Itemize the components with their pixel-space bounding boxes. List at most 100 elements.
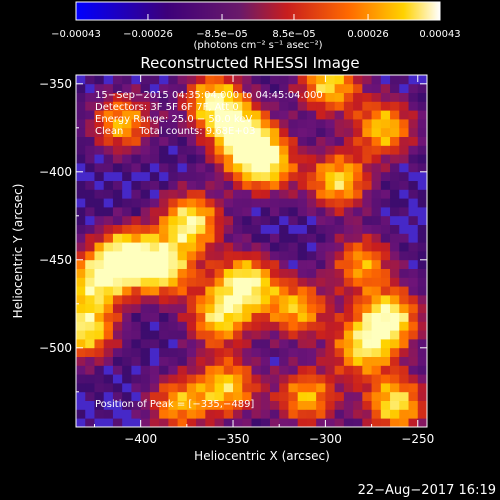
- heatmap-cell: [269, 391, 280, 401]
- heatmap-cell: [279, 154, 289, 164]
- heatmap-cell: [390, 418, 400, 427]
- heatmap-cell: [306, 215, 317, 225]
- heatmap-cell: [343, 259, 354, 269]
- heatmap-cell: [85, 101, 95, 111]
- heatmap-cell: [186, 277, 197, 287]
- heatmap-cell: [94, 198, 105, 208]
- heatmap-cell: [269, 163, 280, 173]
- heatmap-cell: [353, 330, 363, 340]
- heatmap-cell: [316, 136, 326, 146]
- heatmap-cell: [251, 347, 262, 357]
- heatmap-cell: [168, 268, 179, 278]
- heatmap-cell: [214, 339, 225, 349]
- heatmap-cell: [168, 180, 179, 190]
- heatmap-cell: [362, 242, 372, 252]
- heatmap-cell: [186, 180, 197, 190]
- heatmap-cell: [76, 383, 86, 393]
- heatmap-cell: [186, 163, 197, 173]
- heatmap-cell: [122, 400, 132, 410]
- heatmap-cell: [112, 110, 123, 120]
- heatmap-cell: [177, 83, 188, 93]
- heatmap-cell: [334, 110, 345, 120]
- heatmap-cell: [85, 75, 95, 85]
- heatmap-cell: [140, 215, 151, 225]
- heatmap-cell: [159, 207, 169, 217]
- heatmap-cell: [76, 330, 86, 340]
- heatmap-cell: [140, 259, 151, 269]
- heatmap-cell: [390, 145, 400, 155]
- heatmap-cell: [205, 409, 215, 419]
- heatmap-cell: [417, 242, 427, 252]
- heatmap-cell: [251, 251, 262, 261]
- heatmap-cell: [149, 75, 160, 85]
- heatmap-cell: [269, 180, 280, 190]
- heatmap-cell: [205, 215, 215, 225]
- heatmap-cell: [399, 189, 409, 199]
- heatmap-cell: [233, 163, 243, 173]
- heatmap-cell: [233, 295, 243, 305]
- heatmap-cell: [159, 75, 169, 85]
- heatmap-cell: [233, 154, 243, 164]
- heatmap-cell: [362, 207, 372, 217]
- heatmap-cell: [242, 92, 252, 102]
- heatmap-cell: [399, 163, 409, 173]
- heatmap-cell: [279, 330, 289, 340]
- heatmap-cell: [251, 75, 262, 85]
- heatmap-cell: [242, 198, 252, 208]
- heatmap-cell: [112, 391, 123, 401]
- heatmap-cell: [94, 259, 105, 269]
- heatmap-cell: [205, 330, 215, 340]
- heatmap-cell: [316, 259, 326, 269]
- heatmap-cell: [380, 277, 391, 287]
- heatmap-cell: [399, 277, 409, 287]
- heatmap-cell: [269, 356, 280, 366]
- heatmap-cell: [168, 339, 179, 349]
- heatmap-cell: [140, 268, 151, 278]
- colorbar-tick-label: −8.5e−05: [196, 29, 248, 40]
- heatmap-cell: [362, 374, 372, 384]
- heatmap-cell: [334, 136, 345, 146]
- heatmap-cell: [334, 268, 345, 278]
- heatmap-cell: [380, 400, 391, 410]
- heatmap-cell: [362, 268, 372, 278]
- heatmap-cell: [353, 339, 363, 349]
- heatmap-cell: [260, 171, 271, 181]
- heatmap-cell: [325, 330, 336, 340]
- heatmap-cell: [85, 215, 95, 225]
- heatmap-cell: [242, 207, 252, 217]
- heatmap-cell: [362, 295, 372, 305]
- heatmap-cell: [85, 110, 95, 120]
- heatmap-cell: [223, 339, 234, 349]
- heatmap-cell: [353, 286, 363, 296]
- heatmap-cell: [251, 180, 262, 190]
- heatmap-cell: [390, 400, 400, 410]
- heatmap-cell: [223, 136, 234, 146]
- heatmap-cell: [251, 110, 262, 120]
- heatmap-cell: [371, 286, 382, 296]
- y-axis-label: Heliocentric Y (arcsec): [11, 184, 25, 319]
- heatmap-cell: [306, 303, 317, 313]
- heatmap-cell: [353, 409, 363, 419]
- heatmap-cell: [140, 101, 151, 111]
- heatmap-cell: [380, 347, 391, 357]
- heatmap-cell: [149, 198, 160, 208]
- heatmap-cell: [408, 356, 419, 366]
- heatmap-cell: [205, 347, 215, 357]
- heatmap-cell: [362, 259, 372, 269]
- heatmap-cell: [390, 163, 400, 173]
- heatmap-cell: [380, 189, 391, 199]
- heatmap-cell: [399, 92, 409, 102]
- heatmap-cell: [140, 391, 151, 401]
- heatmap-cell: [168, 189, 179, 199]
- heatmap-cell: [196, 101, 206, 111]
- heatmap-cell: [380, 312, 391, 322]
- heatmap-cell: [214, 391, 225, 401]
- heatmap-cell: [149, 303, 160, 313]
- heatmap-cell: [214, 224, 225, 234]
- heatmap-cell: [196, 418, 206, 427]
- heatmap-cell: [353, 119, 363, 129]
- heatmap-cell: [205, 295, 215, 305]
- heatmap-cell: [131, 400, 142, 410]
- heatmap-cell: [325, 180, 336, 190]
